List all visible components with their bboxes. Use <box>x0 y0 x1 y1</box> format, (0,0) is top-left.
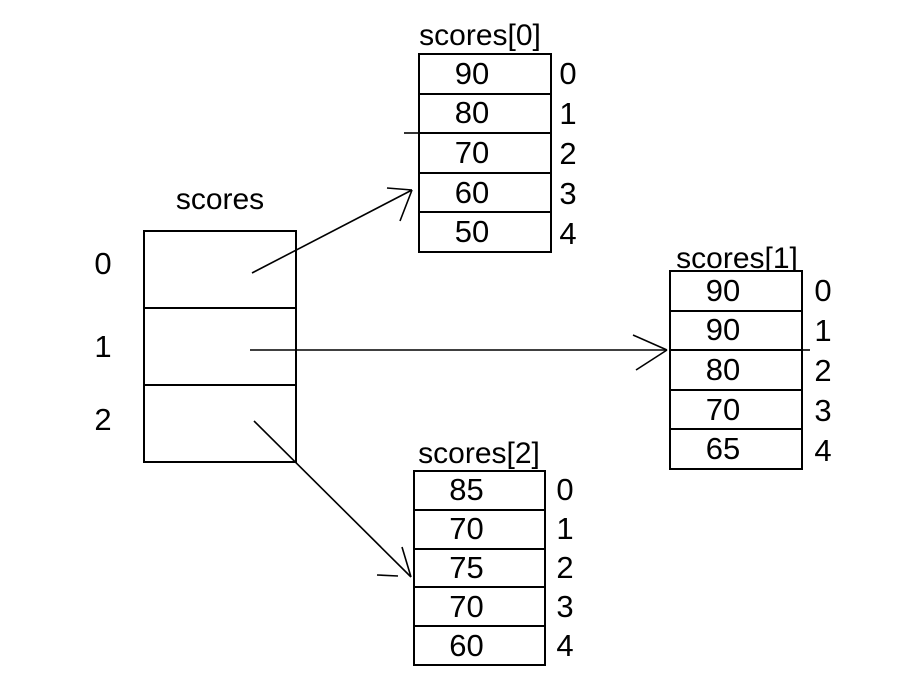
array-value-cell: 85 <box>415 472 544 511</box>
pointer-index-label: 1 <box>94 329 112 364</box>
sub-array-1-title: scores[1] <box>676 242 798 275</box>
array-value-cell: 70 <box>420 134 550 174</box>
array-value-cell: 60 <box>449 627 484 663</box>
value-index-label: 1 <box>556 511 574 546</box>
array-value-cell: 50 <box>454 214 490 250</box>
array-value-cell: 80 <box>671 351 801 391</box>
array-value-cell: 75 <box>415 550 544 589</box>
array-value-cell: 65 <box>705 431 741 467</box>
value-index-label: 0 <box>556 472 574 507</box>
value-index-label: 1 <box>559 96 577 131</box>
sub-array-1-box: 90 90 80 70 65 <box>669 270 803 470</box>
arrow-to-scores1 <box>250 334 668 371</box>
value-index-label: 2 <box>559 136 577 171</box>
array-value-cell: 70 <box>415 511 544 550</box>
pointer-cell-0 <box>145 232 295 309</box>
sub-array-0-box: 90 80 70 60 50 <box>418 53 552 253</box>
value-index-label: 2 <box>556 550 574 585</box>
array-value-cell: 70 <box>415 588 544 628</box>
pointer-index-label: 0 <box>94 246 112 281</box>
pointer-cell-1 <box>145 309 295 386</box>
sub-array-2-title: scores[2] <box>418 437 540 470</box>
pointer-array-box <box>143 230 297 463</box>
array-value-cell: 70 <box>671 391 801 431</box>
value-index-label: 4 <box>814 433 832 468</box>
value-index-label: 2 <box>814 353 832 388</box>
value-index-label: 3 <box>814 393 832 428</box>
value-index-label: 3 <box>559 176 577 211</box>
array-value-cell: 90 <box>671 312 801 352</box>
sub-array-2-box: 85 70 75 70 60 <box>413 470 546 666</box>
value-index-label: 1 <box>814 313 832 348</box>
value-index-label: 4 <box>556 628 574 663</box>
pointer-index-label: 2 <box>94 402 112 437</box>
array-value-cell: 60 <box>420 174 550 214</box>
value-index-label: 0 <box>559 56 577 91</box>
value-index-label: 4 <box>559 216 577 251</box>
array-value-cell: 90 <box>420 55 550 95</box>
pointer-array-title: scores <box>175 183 265 216</box>
array-value-cell: 90 <box>671 272 801 312</box>
sub-array-0-title: scores[0] <box>419 19 541 52</box>
value-index-label: 3 <box>556 589 574 624</box>
value-index-label: 0 <box>814 273 832 308</box>
pointer-cell-2 <box>145 386 295 461</box>
array-value-cell: 80 <box>420 95 550 135</box>
